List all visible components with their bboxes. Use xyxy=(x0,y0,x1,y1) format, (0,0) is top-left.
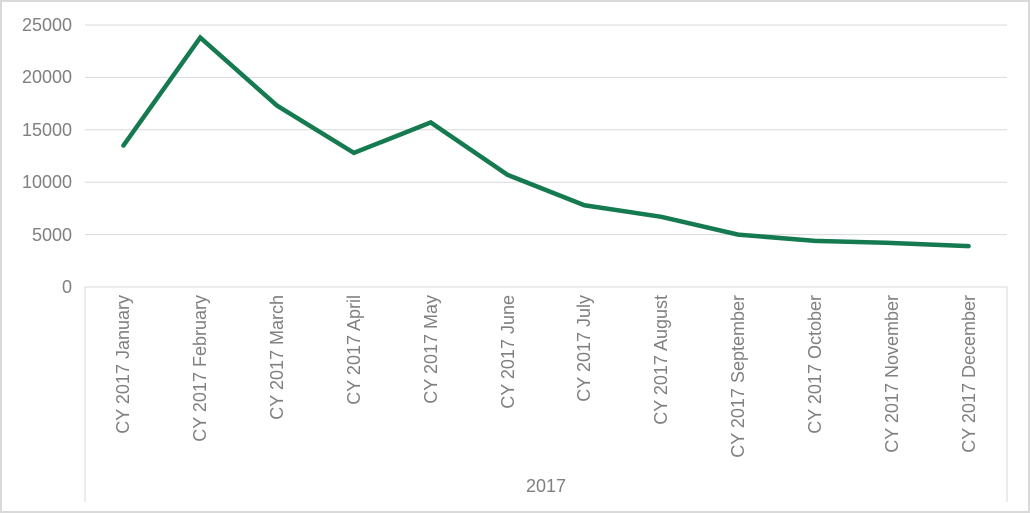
y-axis-tick-label: 25000 xyxy=(21,15,72,35)
series-line xyxy=(121,34,971,249)
x-axis-category-label: CY 2017 November xyxy=(881,295,902,453)
x-axis-category-label: CY 2017 July xyxy=(574,295,595,402)
x-axis-category-label: CY 2017 May xyxy=(420,295,441,404)
x-axis-category-label: CY 2017 February xyxy=(190,295,211,442)
x-axis-category-label: CY 2017 August xyxy=(651,295,672,425)
x-axis-category-label: CY 2017 April xyxy=(343,295,364,405)
x-axis-category-label: CY 2017 December xyxy=(958,295,979,453)
y-axis-tick-label: 15000 xyxy=(21,119,72,140)
y-axis-tick-label: 0 xyxy=(61,277,72,297)
x-axis-category-label: CY 2017 January xyxy=(113,295,134,434)
y-axis-tick-label: 20000 xyxy=(21,67,72,88)
y-axis-tick-label: 10000 xyxy=(21,172,72,193)
y-axis-tick-label: 5000 xyxy=(31,224,72,245)
x-axis-category-label: CY 2017 June xyxy=(497,295,518,409)
x-axis-group-label: 2017 xyxy=(525,476,567,496)
x-axis-category-label: CY 2017 October xyxy=(804,295,825,434)
x-axis-category-label: CY 2017 March xyxy=(267,295,288,420)
x-axis-category-label: CY 2017 September xyxy=(728,295,749,458)
